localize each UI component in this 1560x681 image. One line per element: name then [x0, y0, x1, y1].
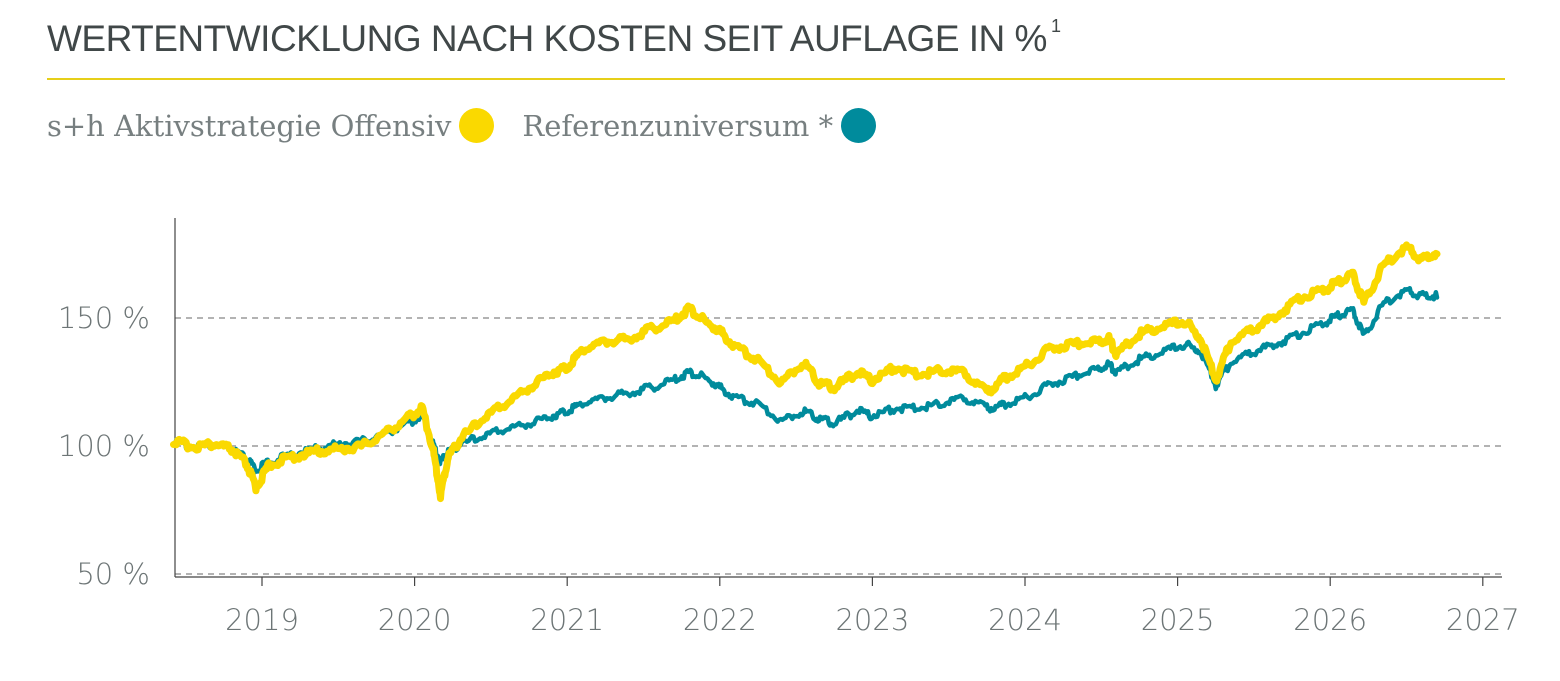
y-tick-label: 50 %	[76, 557, 150, 591]
legend-item-strategy: s+h Aktivstrategie Offensiv	[47, 108, 495, 143]
y-tick-label: 100 %	[58, 429, 150, 463]
legend-swatch-reference	[841, 108, 877, 143]
chart-title-text: WERTENTWICKLUNG NACH KOSTEN SEIT AUFLAGE…	[47, 18, 1047, 59]
x-tick-label: 2027	[1446, 603, 1520, 637]
x-tick-label: 2021	[530, 603, 604, 637]
legend-swatch-strategy	[459, 108, 495, 143]
legend-label-strategy: s+h Aktivstrategie Offensiv	[47, 108, 452, 143]
chart-legend: s+h Aktivstrategie Offensiv Referenzuniv…	[47, 108, 904, 143]
series-line-strategy	[170, 241, 1441, 503]
x-tick-label: 2024	[988, 603, 1062, 637]
x-tick-label: 2022	[683, 603, 757, 637]
y-tick-label: 150 %	[58, 301, 150, 335]
chart-title: WERTENTWICKLUNG NACH KOSTEN SEIT AUFLAGE…	[47, 15, 1061, 60]
x-tick-label: 2019	[225, 603, 299, 637]
title-divider	[47, 78, 1505, 80]
x-tick-label: 2026	[1293, 603, 1367, 637]
legend-label-reference: Referenzuniversum *	[522, 108, 834, 143]
x-tick-label: 2023	[835, 603, 909, 637]
x-tick-label: 2025	[1141, 603, 1215, 637]
x-tick-label: 2020	[378, 603, 452, 637]
legend-item-reference: Referenzuniversum *	[522, 108, 877, 143]
title-footnote-marker: 1	[1050, 15, 1061, 36]
